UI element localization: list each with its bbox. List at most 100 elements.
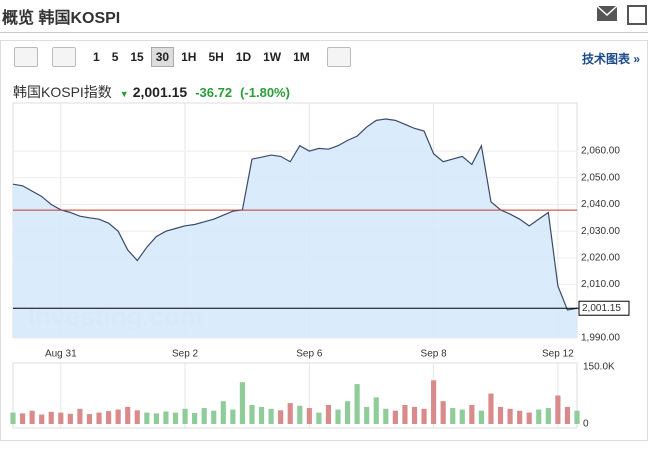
interval-button[interactable]: 15 — [130, 50, 144, 64]
volume-bar — [564, 406, 571, 424]
quote-name: 韩国KOSPI指数 — [13, 84, 112, 100]
toolbar: 1 5 15 30 1H 5H 1D 1W 1M — [14, 46, 365, 68]
volume-bar — [19, 413, 26, 424]
print-icon[interactable] — [627, 5, 647, 25]
x-tick-label: Aug 31 — [45, 349, 77, 360]
volume-bar — [402, 405, 408, 424]
volume-bar — [469, 405, 475, 424]
volume-bar — [383, 408, 389, 424]
y-tick-label: 2,030.00 — [581, 226, 620, 237]
header-icons — [596, 5, 647, 25]
volume-bar — [354, 384, 360, 424]
price-line — [12, 118, 578, 311]
interval-button[interactable]: 1 — [93, 50, 100, 64]
volume-bar — [115, 409, 121, 424]
last-price-label: 2,001.15 — [582, 303, 621, 314]
volume-bar — [39, 414, 45, 424]
volume-bar — [268, 408, 274, 424]
y-tick-label: 2,020.00 — [581, 253, 620, 264]
volume-bar — [459, 409, 465, 424]
interval-button[interactable]: 1W — [263, 50, 282, 64]
volume-bar — [172, 412, 179, 424]
volume-bar — [545, 408, 551, 424]
volume-bar — [239, 382, 246, 424]
volume-frame — [12, 362, 578, 429]
volume-bar — [411, 406, 418, 424]
volume-bar — [144, 412, 150, 424]
volume-bar — [555, 395, 561, 424]
volume-bar — [306, 408, 312, 424]
volume-bar — [278, 410, 284, 424]
volume-bar — [230, 409, 236, 424]
volume-bar — [574, 410, 580, 424]
volume-bar — [106, 411, 112, 424]
page-title: 概览 韩国KOSPI — [2, 10, 121, 27]
volume-bar — [488, 393, 494, 424]
volume-tick-label: 150.0K — [583, 362, 615, 373]
volume-bar — [67, 413, 73, 424]
interval-button[interactable]: 1D — [235, 50, 252, 64]
volume-bar — [182, 408, 188, 424]
volume-bar — [507, 408, 513, 424]
area — [13, 119, 577, 338]
volume-bar — [192, 412, 198, 424]
y-tick-label: 1,990.00 — [581, 333, 620, 344]
y-tick-label: 2,040.00 — [581, 199, 620, 210]
x-tick-label: Sep 6 — [296, 349, 323, 360]
volume-bar — [134, 410, 140, 424]
volume-bar — [421, 408, 427, 424]
volume-bar — [96, 412, 102, 424]
volume-tick-label: 0 — [583, 419, 589, 430]
volume-bar — [392, 410, 398, 424]
volume-bar — [29, 410, 35, 424]
volume-bar — [526, 412, 532, 424]
line-button[interactable] — [52, 47, 76, 67]
y-tick-label: 2,010.00 — [581, 279, 620, 290]
interval-button[interactable]: 30 — [150, 47, 175, 67]
volume-bar — [497, 406, 504, 424]
volume-bar — [58, 412, 64, 424]
tech-chart-link[interactable]: 技术图表 » — [581, 52, 640, 66]
quote-price: 2,001.15 — [132, 84, 188, 100]
volume-bar — [201, 408, 207, 424]
volume-bar — [220, 401, 226, 424]
volume-bar — [249, 405, 255, 424]
volume-bar — [373, 397, 379, 424]
volume-bar — [517, 410, 523, 424]
volume-bar — [297, 405, 303, 424]
last-price-box — [578, 300, 630, 316]
candle-button[interactable] — [14, 47, 38, 67]
volume-bar — [48, 411, 54, 424]
volume-bar — [258, 406, 265, 424]
y-tick-label: 2,060.00 — [581, 146, 620, 157]
volume-bar — [431, 380, 437, 424]
volume-bar — [211, 410, 217, 424]
quote: 韩国KOSPI指数 ▼ 2,001.15 -36.72 (-1.80%) — [13, 84, 290, 100]
quote-change-percent: (-1.80%) — [240, 85, 290, 100]
divider — [0, 32, 648, 33]
volume-bar — [163, 411, 169, 424]
x-tick-label: Sep 2 — [172, 349, 199, 360]
interval-button[interactable]: 1M — [293, 50, 310, 64]
x-tick-label: Sep 8 — [421, 349, 448, 360]
x-tick-label: Sep 12 — [542, 349, 574, 360]
volume-bar — [536, 409, 542, 424]
volume-bar — [287, 403, 293, 424]
volume-bar — [86, 414, 93, 424]
volume-bar — [10, 412, 16, 424]
settings-button[interactable] — [326, 47, 351, 67]
volume-bar — [478, 410, 484, 424]
quote-change: -36.72 — [195, 85, 233, 100]
volume-bar — [450, 408, 456, 424]
volume-bar — [335, 409, 341, 424]
volume-bar — [364, 406, 370, 424]
interval-button[interactable]: 5H — [208, 50, 224, 64]
interval-button[interactable]: 5 — [111, 50, 119, 64]
volume-bar — [125, 406, 131, 424]
volume-bar — [77, 408, 83, 424]
volume-bar — [344, 401, 351, 424]
volume-bar — [440, 401, 446, 424]
interval-button[interactable]: 1H — [181, 50, 197, 64]
